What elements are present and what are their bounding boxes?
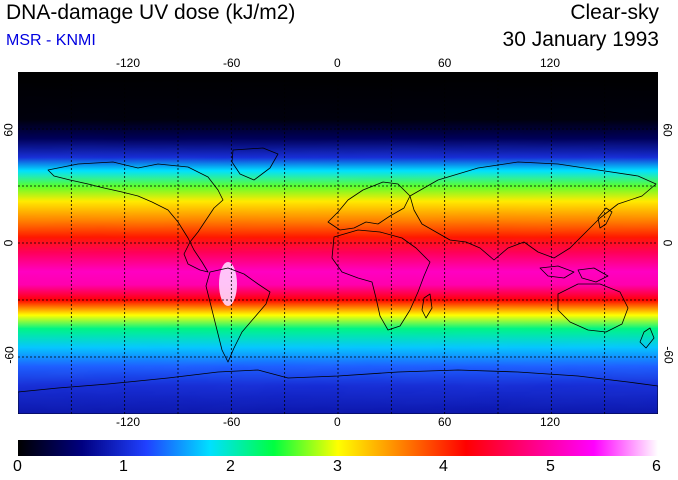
lon-tick-top: 60: [438, 56, 452, 70]
lon-tick-top: 120: [540, 56, 561, 70]
lat-tick-right: 0: [660, 239, 675, 247]
map-svg: [18, 72, 658, 414]
sky-condition-label: Clear-sky: [570, 1, 659, 24]
coast-asia: [409, 161, 657, 261]
colorbar-gradient: [18, 440, 658, 456]
colorbar-label: 4: [439, 458, 448, 475]
coast-north-america: [47, 161, 224, 273]
uv-maximum-south-america: [219, 262, 237, 306]
graticule: [18, 72, 658, 414]
lon-tick-top: 0: [334, 56, 341, 70]
lon-tick-bottom: -60: [223, 415, 241, 429]
coast-greenland: [231, 147, 279, 181]
lat-tick-left: -60: [2, 346, 17, 364]
colorbar: [18, 440, 658, 456]
lat-tick-left: 60: [1, 123, 16, 137]
lat-tick-left: 0: [1, 239, 16, 247]
date-label: 30 January 1993: [502, 28, 659, 51]
lon-tick-top: -120: [116, 56, 141, 70]
coast-antarctica: [18, 369, 658, 414]
coast-south-america: [205, 267, 271, 363]
data-source-label: MSR - KNMI: [6, 32, 96, 49]
colorbar-label: 3: [333, 458, 342, 475]
lon-tick-bottom: 60: [438, 415, 452, 429]
coastlines: [18, 147, 658, 414]
lon-tick-top: -60: [223, 56, 241, 70]
colorbar-label: 5: [546, 458, 555, 475]
colorbar-label: 6: [652, 458, 661, 475]
lon-tick-bottom: 0: [334, 415, 341, 429]
lon-tick-bottom: -120: [116, 415, 141, 429]
coast-africa: [331, 229, 431, 331]
map-title: DNA-damage UV dose (kJ/m2): [6, 1, 296, 24]
lon-tick-bottom: 120: [540, 415, 561, 429]
coast-indonesia: [539, 265, 609, 283]
colorbar-label: 0: [13, 458, 22, 475]
lat-tick-right: 60: [660, 123, 675, 137]
colorbar-label: 1: [119, 458, 128, 475]
uv-dose-map: [18, 72, 658, 414]
coast-madagascar: [421, 293, 433, 319]
colorbar-label: 2: [226, 458, 235, 475]
lat-tick-right: -60: [661, 346, 676, 364]
coast-new-zealand: [639, 327, 655, 349]
coast-australia: [557, 283, 629, 333]
coast-europe: [327, 181, 411, 231]
